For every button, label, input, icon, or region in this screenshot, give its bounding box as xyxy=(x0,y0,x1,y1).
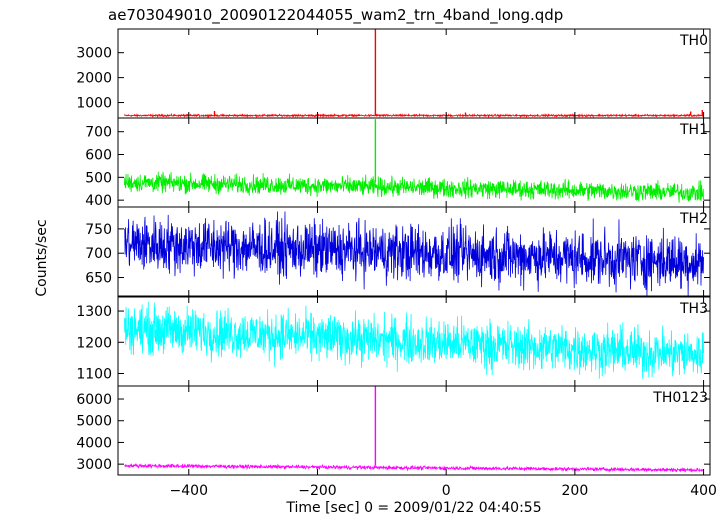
panel-label: TH0 xyxy=(679,33,708,49)
y-tick-label: 750 xyxy=(85,222,112,238)
panel-frame xyxy=(117,28,711,119)
y-tick-label: 4000 xyxy=(76,435,112,451)
panel-th0: 1000 2000 3000 TH0 xyxy=(76,28,711,119)
y-tick-label: 600 xyxy=(85,148,112,164)
series-line-th0123 xyxy=(124,462,704,473)
panel-th3: 1100 1200 1300 TH3 xyxy=(76,296,711,387)
y-tick-label: 700 xyxy=(85,246,112,262)
panel-label: TH2 xyxy=(679,211,708,227)
y-tick-label: 1100 xyxy=(76,367,112,383)
y-tick-label: 650 xyxy=(85,271,112,287)
y-axis-label: Counts/sec xyxy=(34,219,50,296)
panel-frame xyxy=(117,117,711,208)
series-line-th3 xyxy=(124,301,704,379)
y-tick-label: 3000 xyxy=(76,46,112,62)
panel-th0123: 3000 4000 5000 6000 TH0123 xyxy=(76,385,711,476)
y-tick-label: 400 xyxy=(85,193,112,209)
y-tick-label: 3000 xyxy=(76,457,112,473)
y-tick-label: 1300 xyxy=(76,304,112,320)
panel-label: TH3 xyxy=(679,301,708,317)
y-tick-label: 1200 xyxy=(76,335,112,351)
panels-group: 1000 2000 3000 TH0 400 500 600 700 TH1 650 700 750 T… xyxy=(76,28,711,476)
x-tick-label: −400 xyxy=(170,483,208,499)
y-tick-label: 1000 xyxy=(76,96,112,112)
y-tick-label: 700 xyxy=(85,125,112,141)
series-line-th0 xyxy=(124,112,704,119)
panel-th2: 650 700 750 TH2 xyxy=(85,206,711,297)
series-line-th2 xyxy=(124,211,704,297)
y-tick-label: 2000 xyxy=(76,71,112,87)
x-axis-label: Time [sec] 0 = 2009/01/22 04:40:55 xyxy=(285,500,541,516)
panel-label: TH0123 xyxy=(652,390,708,406)
panel-frame xyxy=(117,206,711,297)
panel-frame xyxy=(117,385,711,476)
series-line-th1 xyxy=(124,171,704,203)
y-tick-label: 5000 xyxy=(76,414,112,430)
y-tick-label: 500 xyxy=(85,170,112,186)
x-tick-label: −200 xyxy=(298,483,336,499)
x-tick-label: 200 xyxy=(562,483,589,499)
y-tick-label: 6000 xyxy=(76,392,112,408)
panel-th1: 400 500 600 700 TH1 xyxy=(85,117,711,209)
panel-label: TH1 xyxy=(679,122,708,138)
x-axis: −400 −200 0 200 400 xyxy=(170,483,717,499)
x-tick-label: 0 xyxy=(442,483,451,499)
chart-title: ae703049010_20090122044055_wam2_trn_4ban… xyxy=(108,6,563,25)
x-tick-label: 400 xyxy=(690,483,717,499)
